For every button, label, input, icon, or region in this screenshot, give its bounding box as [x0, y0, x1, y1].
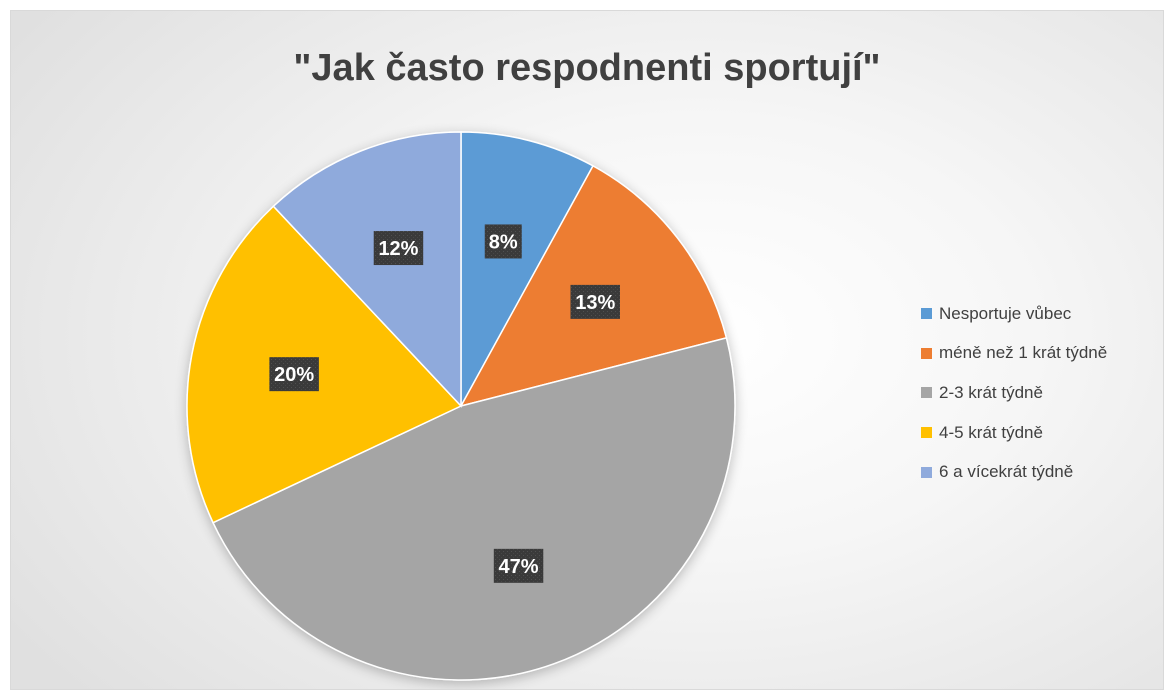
data-label-text: 8% [489, 231, 518, 253]
legend-item-4-5-krat-tydne: 4-5 krát týdně [921, 413, 1161, 453]
data-label-mene-nez-1-krat-tydne: 13% [570, 284, 620, 319]
pie-slice-4-5-krat-tydne [186, 205, 463, 524]
data-label-4-5-krat-tydne: 20% [269, 357, 319, 392]
legend-label: 2-3 krát týdně [939, 382, 1043, 402]
legend-label: méně než 1 krát týdně [939, 343, 1108, 363]
legend-item-6-a-vicekrat-tydne: 6 a vícekrát týdně [921, 452, 1161, 492]
legend-swatch [921, 427, 932, 439]
data-label-background [493, 548, 544, 583]
data-label-background [570, 284, 620, 319]
legend-item-2-3-krat-tydne: 2-3 krát týdně [921, 373, 1161, 413]
pie-slice-6-a-vicekrat-tydne [272, 131, 462, 408]
chart-legend: Nesportuje vůbec méně než 1 krát týdně 2-3… [921, 294, 1161, 492]
data-label-text: 13% [575, 292, 615, 314]
legend-label: Nesportuje vůbec [939, 303, 1072, 323]
legend-item-mene-nez-1-krat-tydne: méně než 1 krát týdně [921, 334, 1161, 374]
data-label-2-3-krat-tydne: 47% [493, 548, 544, 583]
pie-chart: 8% 13% 47% 20% 12% [186, 131, 736, 681]
data-label-nesportuje-vubec: 8% [484, 224, 522, 259]
data-label-background [484, 224, 522, 259]
chart-area: "Jak často respodnenti sportují" 8% 13% 47… [10, 10, 1164, 690]
data-label-6-a-vicekrat-tydne: 12% [373, 231, 424, 266]
legend-label: 6 a vícekrát týdně [939, 462, 1074, 482]
legend-swatch [921, 387, 932, 399]
pie-slice-2-3-krat-tydne [212, 336, 736, 681]
pie-slice-nesportuje-vubec [460, 131, 595, 407]
data-label-text: 20% [274, 364, 314, 386]
legend-swatch [921, 466, 932, 478]
legend-swatch [921, 308, 932, 320]
legend-swatch [921, 347, 932, 359]
data-label-background [269, 357, 319, 392]
legend-item-nesportuje-vubec: Nesportuje vůbec [921, 294, 1161, 334]
data-label-text: 47% [499, 556, 539, 578]
chart-title: "Jak často respodnenti sportují" [293, 47, 881, 89]
legend-label: 4-5 krát týdně [939, 422, 1043, 442]
data-label-text: 12% [378, 238, 418, 260]
data-label-background [373, 231, 424, 266]
